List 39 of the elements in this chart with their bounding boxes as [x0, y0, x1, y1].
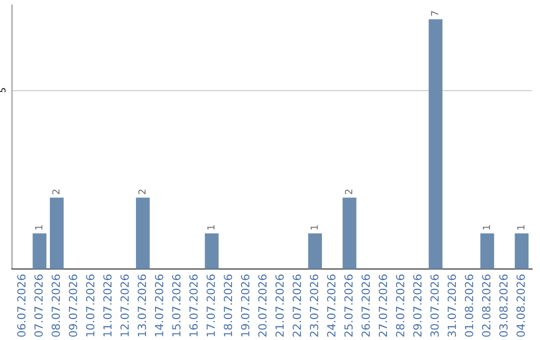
x-tick-label: 15.07.2026: [172, 274, 181, 336]
x-tick-label: 01.08.2026: [464, 274, 474, 337]
data-label: 2: [344, 190, 352, 194]
data-label: 2: [138, 190, 146, 194]
x-tick-label: 07.07.2026: [34, 274, 43, 337]
x-tick-label: 29.07.2026: [413, 274, 422, 337]
x-tick-label: 22.07.2026: [292, 274, 302, 337]
x-tick-label: 23.07.2026: [310, 274, 318, 337]
x-tick-label: 24.07.2026: [327, 274, 336, 337]
x-tick-label: 02.08.2026: [482, 274, 490, 337]
x-tick-label: 28.07.2026: [396, 274, 404, 337]
data-label: 1: [310, 225, 318, 230]
x-tick-label: 26.07.2026: [362, 274, 370, 337]
x-tick-label: 27.07.2026: [378, 274, 388, 337]
x-tick-label: 03.08.2026: [499, 274, 508, 337]
x-tick-label: 12.07.2026: [120, 274, 129, 336]
x-tick-label: 08.07.2026: [52, 274, 60, 337]
x-tick-label: 06.07.2026: [17, 274, 26, 337]
x-tick-label: 25.07.2026: [344, 274, 353, 337]
data-label: 7: [431, 11, 438, 16]
x-tick-label: 17.07.2026: [206, 274, 215, 336]
x-tick-label: 09.07.2026: [68, 274, 78, 337]
x-tick-label: 18.07.2026: [224, 274, 232, 336]
x-tick-label: 14.07.2026: [154, 274, 164, 336]
data-label: 1: [207, 225, 214, 230]
x-tick-label: 13.07.2026: [138, 274, 146, 336]
x-tick-label: 16.07.2026: [189, 274, 198, 336]
x-tick-label: 19.07.2026: [240, 274, 250, 336]
data-label: 1: [482, 225, 490, 230]
x-tick-label: 10.07.2026: [86, 274, 94, 336]
data-label: 2: [52, 190, 60, 194]
x-tick-label: 04.08.2026: [516, 274, 525, 337]
data-label: 1: [517, 225, 524, 230]
x-tick-label: 31.07.2026: [448, 274, 456, 337]
x-tick-label: 20.07.2026: [258, 274, 267, 337]
data-label: 1: [35, 225, 42, 230]
x-tick-label: 21.07.2026: [275, 274, 284, 337]
x-tick-label: 11.07.2026: [103, 274, 112, 336]
x-tick-label: 30.07.2026: [430, 274, 439, 337]
